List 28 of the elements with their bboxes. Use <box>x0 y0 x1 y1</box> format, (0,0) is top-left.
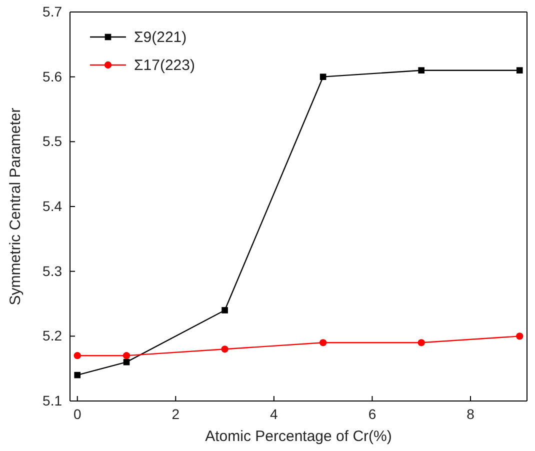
y-tick-label: 5.5 <box>42 133 62 150</box>
y-tick-label: 5.3 <box>42 262 62 279</box>
point <box>516 332 524 340</box>
x-axis-title: Atomic Percentage of Cr(%) <box>205 428 392 445</box>
x-tick-label: 8 <box>466 406 475 422</box>
y-tick-label: 5.1 <box>42 392 62 408</box>
y-tick-label: 5.4 <box>42 198 62 214</box>
point <box>320 74 326 80</box>
x-tick-label: 4 <box>270 406 278 422</box>
point <box>74 372 81 378</box>
point <box>516 67 523 74</box>
y-tick-label: 5.2 <box>42 328 62 344</box>
legend-label: Σ9(221) <box>134 29 187 46</box>
y-axis-title: Symmetric Central Parameter <box>7 108 24 306</box>
x-tick-label: 6 <box>368 406 376 422</box>
point <box>418 339 425 346</box>
x-tick-label: 0 <box>73 406 82 422</box>
point <box>320 339 327 346</box>
point <box>123 358 130 366</box>
y-tick-label: 5.6 <box>42 68 62 84</box>
point <box>222 307 228 314</box>
point <box>221 346 228 353</box>
point <box>122 352 130 360</box>
point <box>418 67 425 74</box>
y-tick-label: 5.7 <box>42 3 62 20</box>
point <box>74 352 81 360</box>
x-tick-label: 2 <box>172 406 180 422</box>
legend-label: Σ17(223) <box>134 57 195 74</box>
